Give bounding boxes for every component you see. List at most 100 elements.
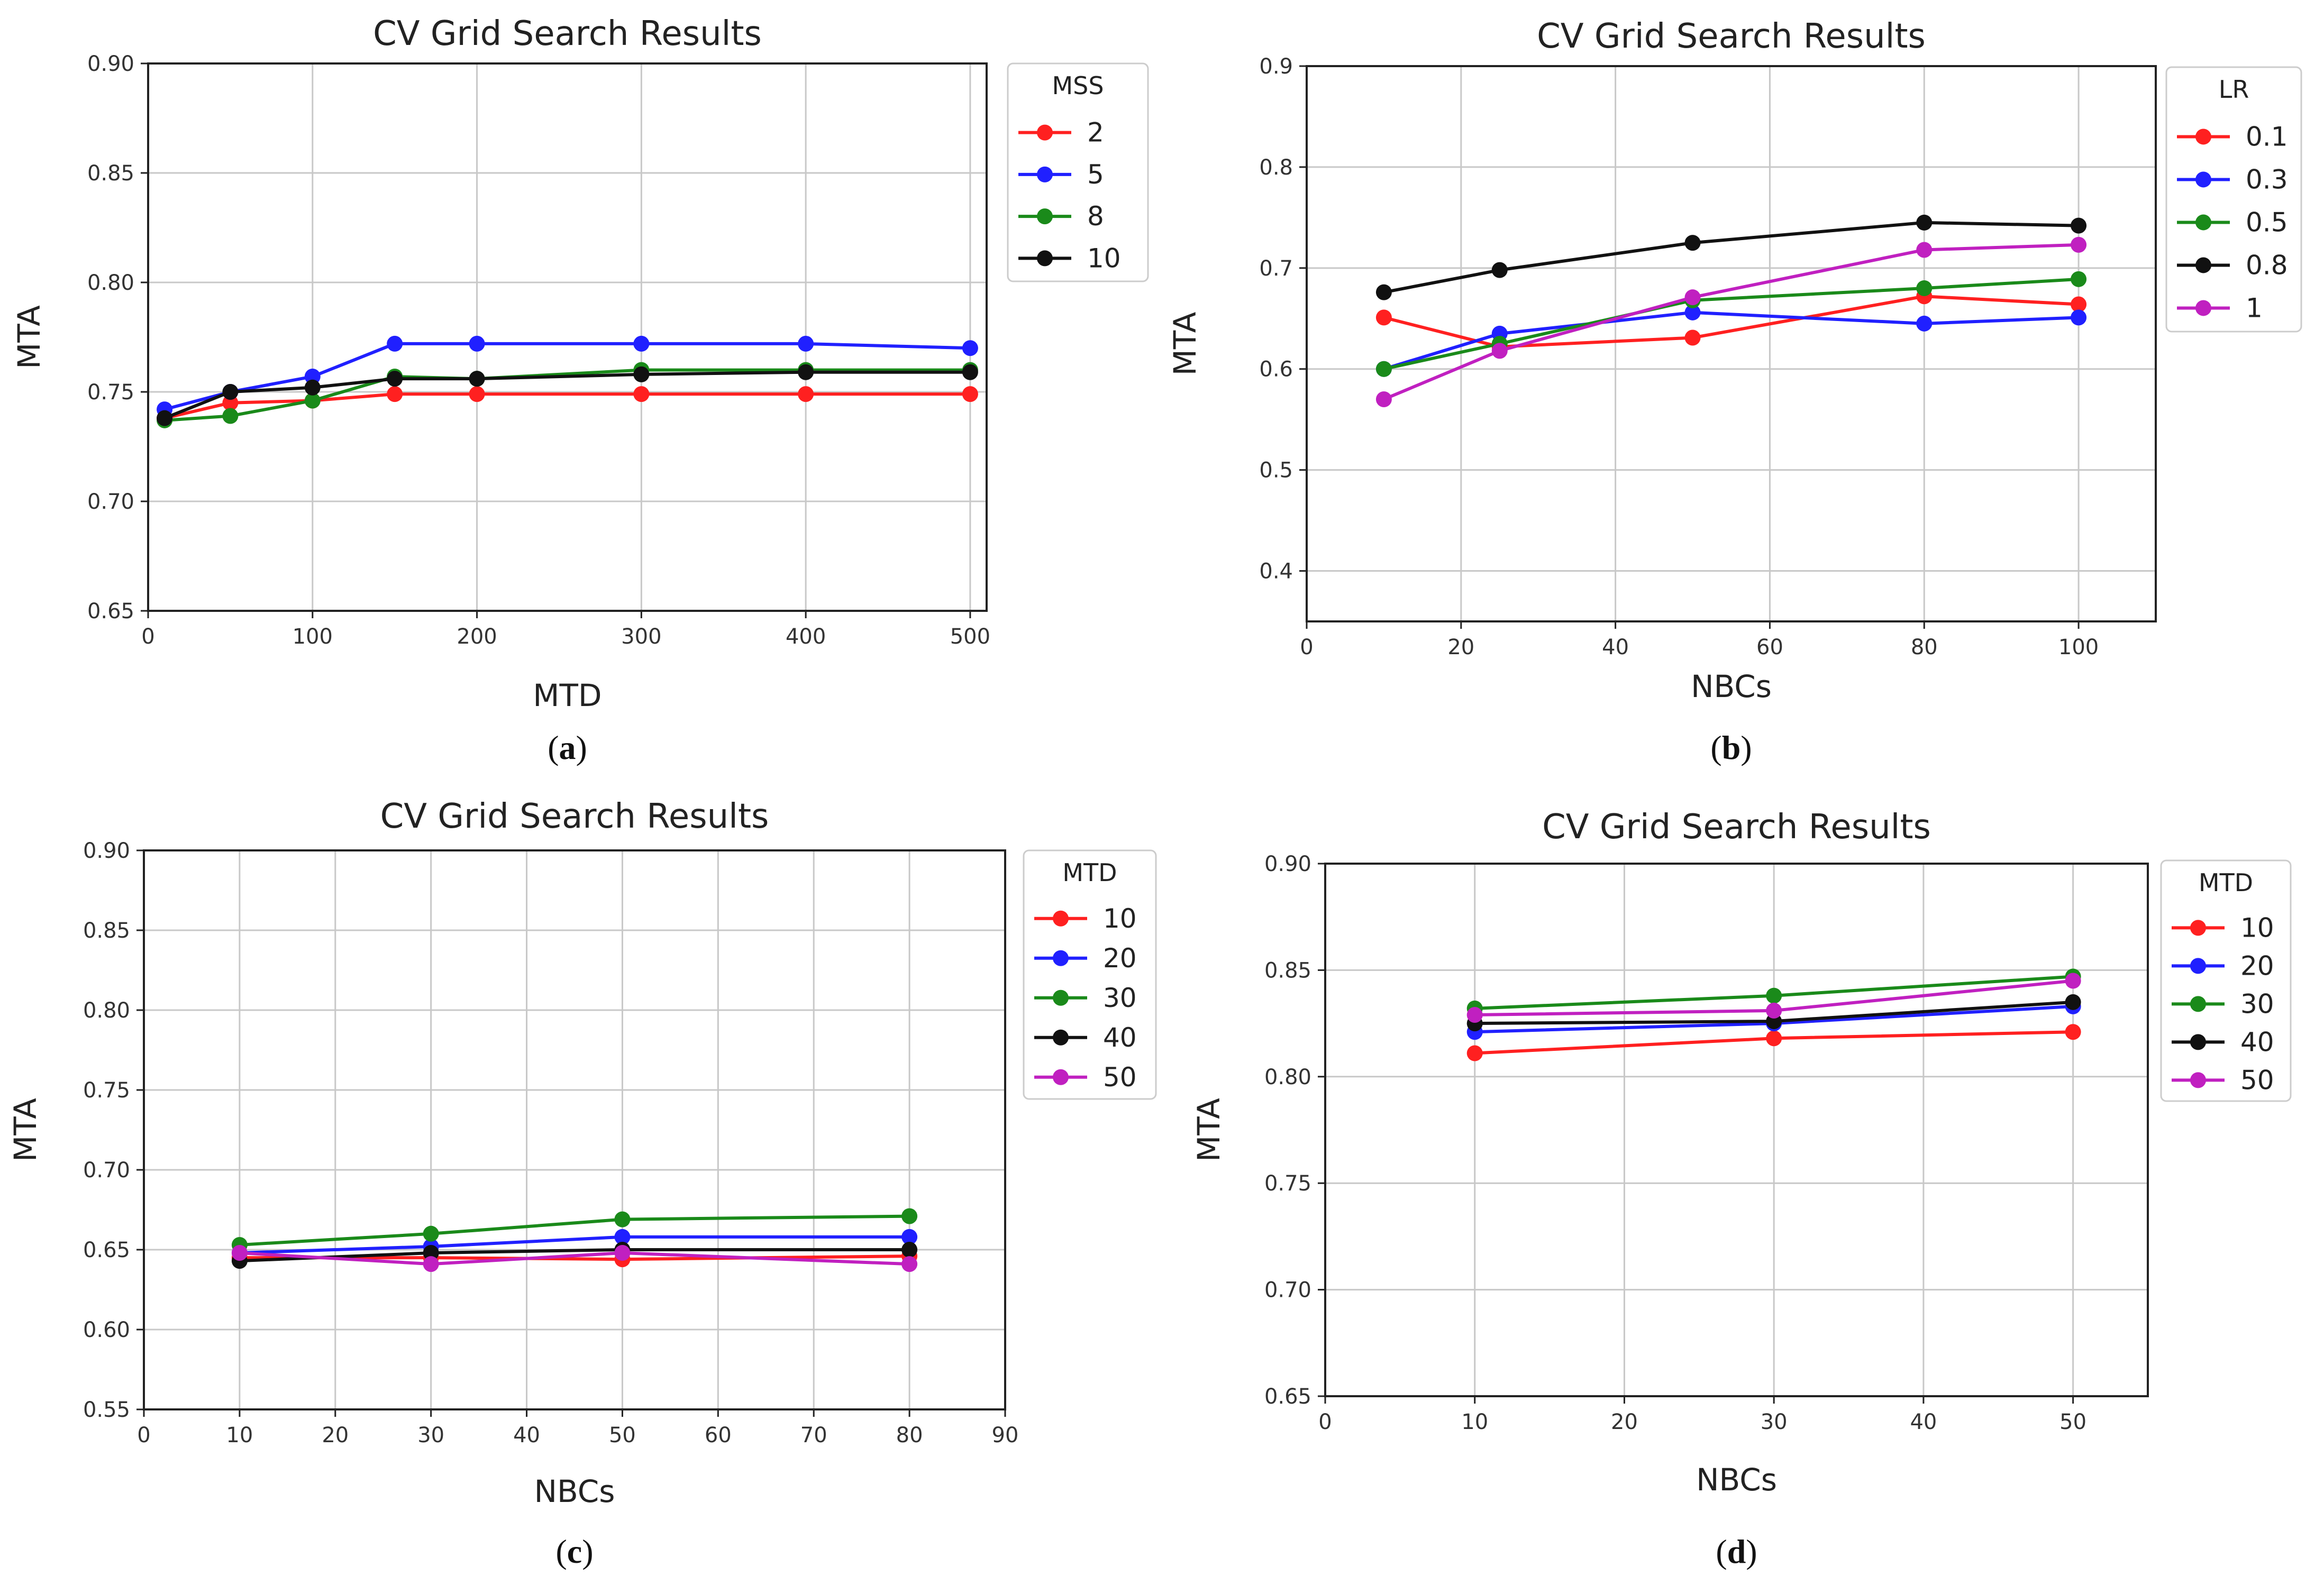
x-tick-label: 50	[2059, 1410, 2086, 1434]
y-tick-label: 0.75	[87, 380, 134, 405]
data-point	[901, 1242, 918, 1258]
y-tick-label: 0.5	[1259, 459, 1293, 483]
legend-entry-label: 10	[1087, 243, 1121, 273]
x-tick-label: 10	[226, 1423, 253, 1447]
legend-marker	[2190, 920, 2206, 936]
subfigure-letter: c	[567, 1533, 582, 1570]
x-tick-label: 0	[1318, 1410, 1332, 1434]
subfigure-label: (b)	[1710, 729, 1752, 766]
y-axis-label: MTA	[1191, 1098, 1227, 1162]
data-point	[469, 335, 485, 352]
data-point	[1491, 343, 1508, 359]
data-point	[222, 395, 239, 411]
data-point	[231, 1245, 248, 1261]
data-point	[1375, 284, 1392, 300]
chart-panel-b: 0 20 40 60 80 100 0.4 0.5 0.6 0.7 0.8 0.9 CV Grid Se…	[1167, 17, 2302, 766]
series-line-0.8	[1383, 221, 2079, 294]
x-tick-label: 10	[1461, 1410, 1488, 1434]
data-point	[1684, 289, 1701, 306]
legend: MSS 2 5 8 10	[1007, 62, 1149, 282]
data-point	[901, 1208, 918, 1224]
chart-title: CV Grid Search Results	[380, 797, 769, 836]
y-tick-label: 0.85	[87, 161, 134, 186]
data-point	[633, 366, 650, 382]
data-point	[633, 335, 650, 352]
x-tick-label: 0	[137, 1423, 150, 1447]
y-tick-label: 0.75	[1264, 1171, 1311, 1196]
data-point	[1466, 1045, 1483, 1061]
y-tick-label: 0.70	[83, 1158, 130, 1183]
series-line-5	[164, 342, 971, 411]
data-point	[2065, 973, 2081, 989]
legend-title: LR	[2219, 75, 2249, 104]
x-tick-label: 30	[1761, 1410, 1788, 1434]
y-axis-label: MTA	[1167, 311, 1203, 375]
series-line-50	[239, 1251, 910, 1266]
x-tick-label: 200	[457, 625, 497, 649]
data-point	[387, 335, 403, 352]
data-point	[962, 364, 978, 380]
y-tick-label: 0.65	[83, 1238, 130, 1262]
data-point	[614, 1245, 631, 1261]
y-tick-label: 0.70	[87, 490, 134, 514]
legend-entry-label: 0.8	[2246, 250, 2288, 280]
subfigure-paren-close: )	[576, 729, 587, 766]
data-point	[387, 386, 403, 402]
legend-marker	[2195, 257, 2211, 273]
x-tick-label: 60	[1756, 635, 1783, 659]
legend-entry-label: 40	[2240, 1027, 2274, 1057]
legend-box	[2165, 66, 2302, 333]
data-point	[1466, 1006, 1483, 1023]
data-point	[1491, 262, 1508, 278]
data-point	[304, 369, 321, 385]
chart-title: CV Grid Search Results	[373, 14, 762, 53]
y-tick-label: 0.80	[87, 271, 134, 295]
data-point	[901, 1229, 918, 1245]
data-point	[423, 1256, 439, 1272]
data-point	[1916, 214, 1933, 231]
x-tick-label: 500	[950, 625, 990, 649]
subfigure-paren-close: )	[1740, 729, 1752, 766]
legend-entry-label: 50	[1103, 1062, 1137, 1093]
series-line-0.3	[1383, 310, 2079, 371]
legend: LR 0.1 0.3 0.5 0.8 1	[2165, 66, 2302, 333]
x-axis-label: MTD	[533, 677, 601, 713]
data-point	[469, 371, 485, 387]
y-tick-label: 0.4	[1259, 560, 1293, 584]
legend-entry-label: 0.5	[2246, 207, 2288, 237]
x-tick-label: 400	[786, 625, 826, 649]
y-tick-label: 0.85	[83, 919, 130, 943]
legend-entry-label: 8	[1087, 201, 1104, 232]
legend-marker	[2195, 214, 2211, 231]
subfigure-letter: b	[1722, 729, 1741, 766]
data-point	[469, 386, 485, 402]
x-tick-label: 0	[141, 625, 154, 649]
x-tick-label: 40	[1602, 635, 1629, 659]
y-tick-label: 0.65	[87, 599, 134, 624]
data-point	[304, 392, 321, 409]
legend-marker	[2195, 300, 2211, 316]
subfigure-paren-open: (	[555, 1533, 567, 1570]
subfigure-letter: d	[1727, 1533, 1746, 1570]
legend-entry-label: 0.1	[2246, 121, 2288, 152]
data-point	[2071, 236, 2087, 253]
x-tick-label: 20	[1611, 1410, 1638, 1434]
legend-marker	[1053, 1029, 1069, 1046]
data-point	[798, 335, 814, 352]
data-point	[2071, 296, 2087, 313]
x-tick-label: 100	[2058, 635, 2099, 659]
y-tick-label: 0.8	[1259, 155, 1293, 180]
data-point	[962, 386, 978, 402]
data-point	[222, 408, 239, 424]
legend-marker	[1053, 950, 1069, 966]
legend-marker	[2190, 958, 2206, 974]
y-axis-label: MTA	[11, 305, 47, 369]
x-axis-label: NBCs	[1691, 668, 1772, 704]
series-line-40	[239, 1248, 910, 1263]
series-line-10	[163, 370, 970, 420]
data-point	[1916, 280, 1933, 296]
subfigure-label: (a)	[548, 729, 587, 766]
data-point	[423, 1225, 439, 1242]
x-tick-label: 0	[1300, 635, 1313, 659]
legend-entry-label: 0.3	[2246, 164, 2288, 195]
